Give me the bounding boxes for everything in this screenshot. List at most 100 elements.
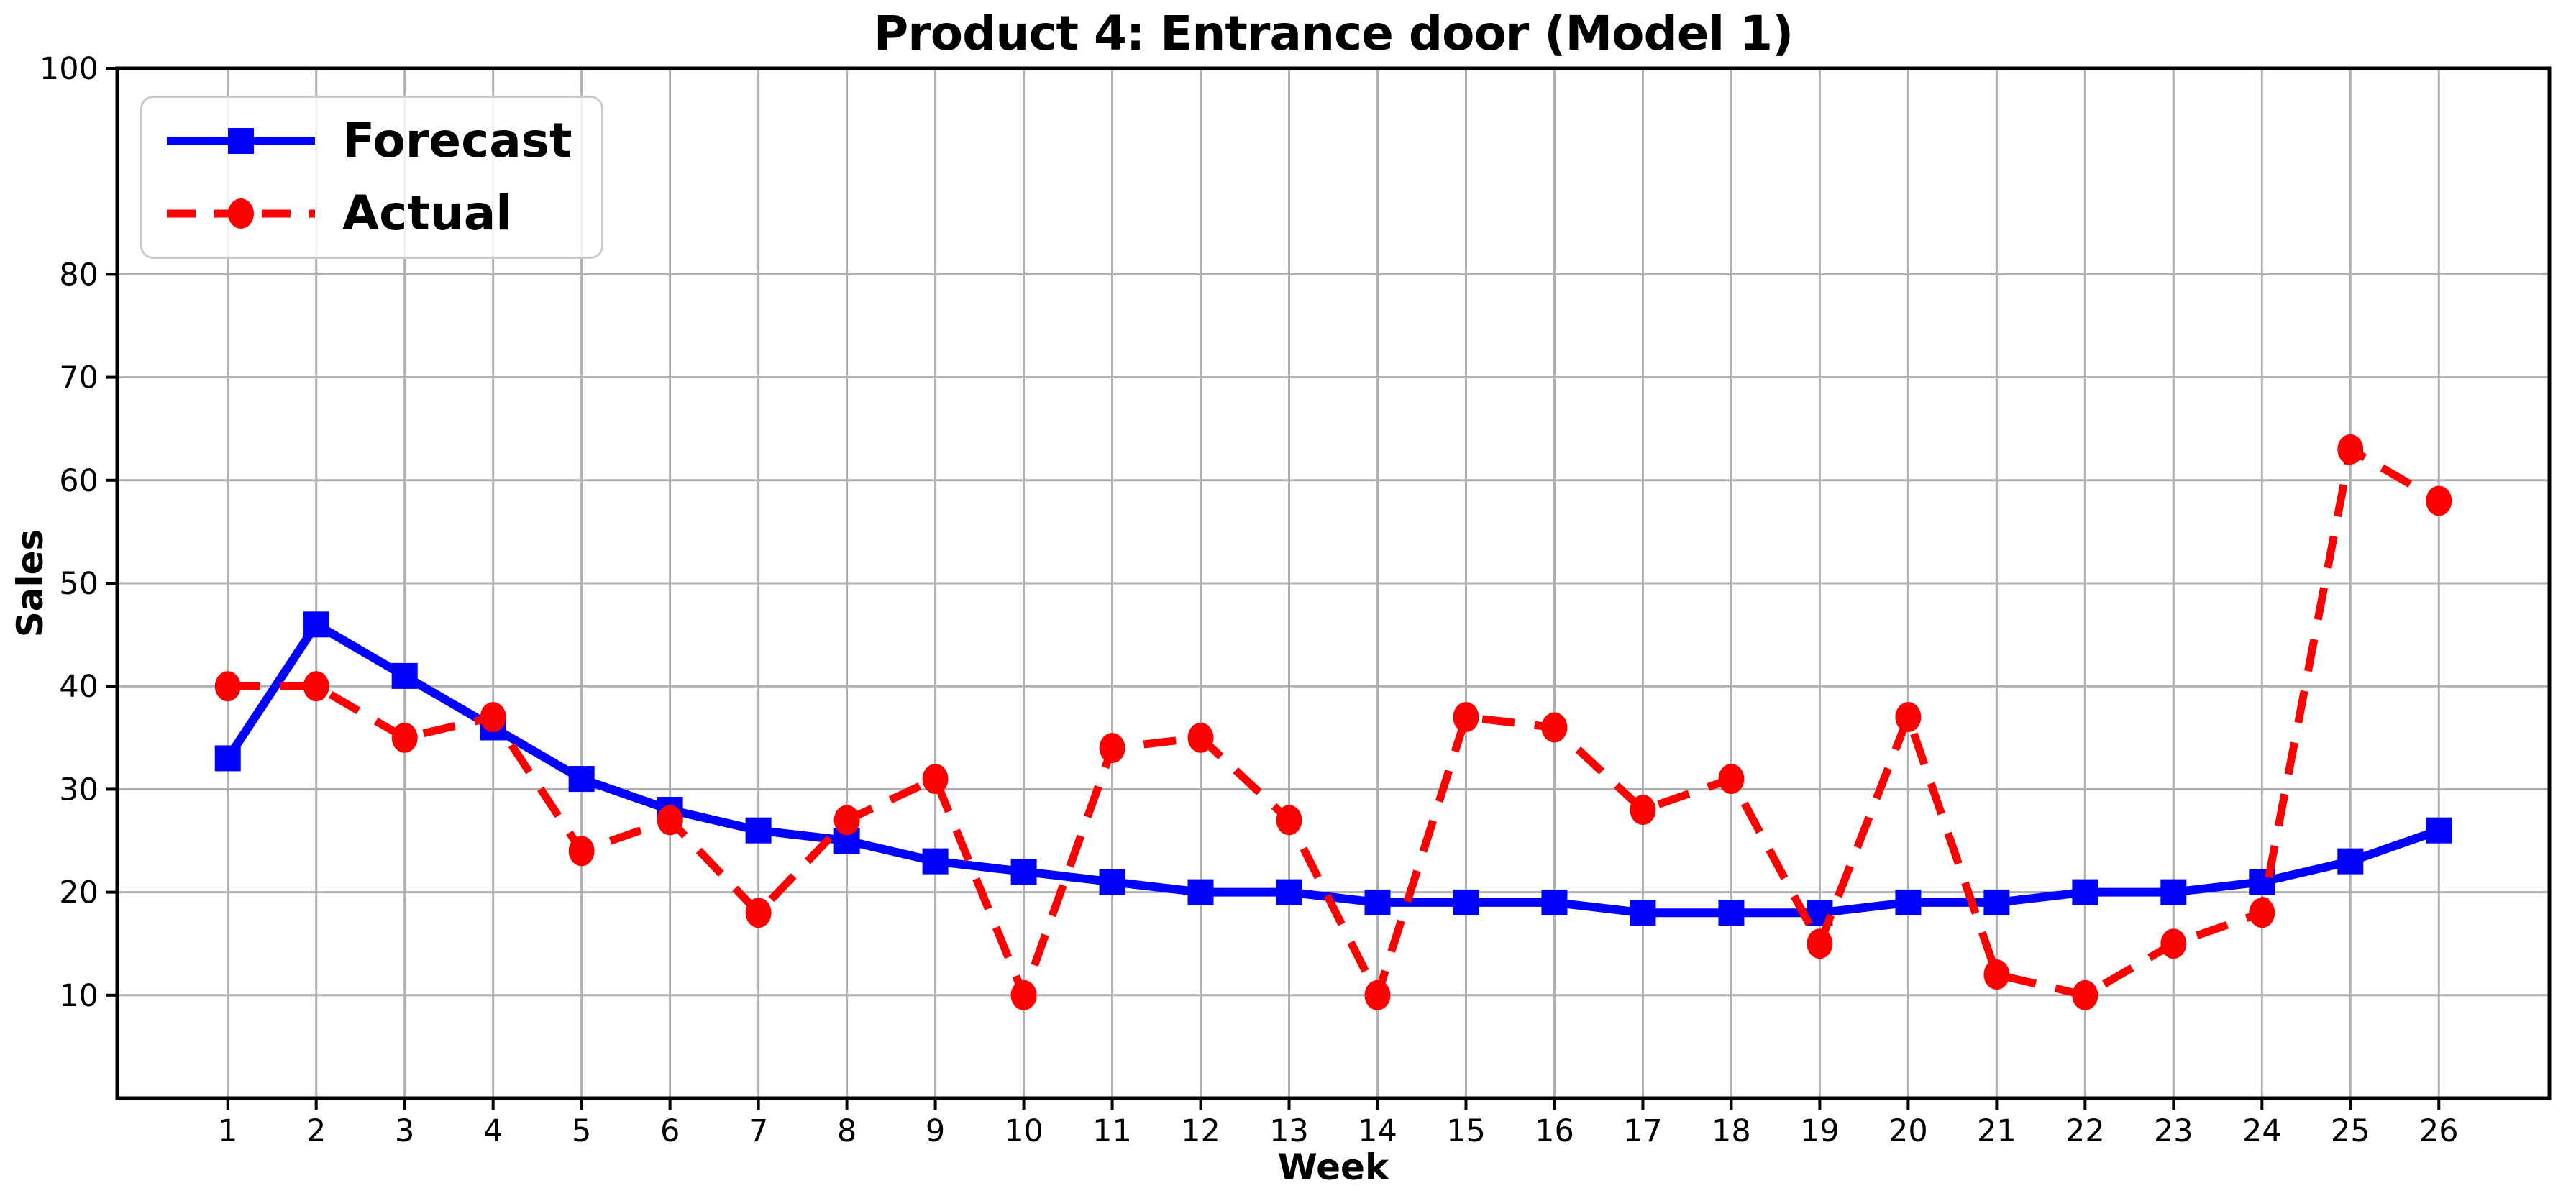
actual-data-point bbox=[922, 764, 949, 795]
y-tick-marks bbox=[106, 67, 117, 997]
actual-data-point bbox=[1807, 928, 1833, 959]
actual-data-point bbox=[1895, 702, 1922, 733]
x-tick-label: 1 bbox=[218, 1113, 237, 1149]
x-tick-label: 20 bbox=[1888, 1113, 1928, 1149]
forecast-data-point bbox=[2426, 817, 2452, 844]
y-axis-label: Sales bbox=[9, 529, 51, 638]
forecast-data-point bbox=[1718, 900, 1745, 926]
actual-data-point bbox=[1276, 805, 1302, 836]
x-tick-label: 10 bbox=[1004, 1113, 1043, 1149]
forecast-data-point bbox=[2160, 879, 2187, 905]
forecast-data-point bbox=[568, 766, 595, 793]
x-tick-label: 21 bbox=[1977, 1113, 2017, 1149]
actual-data-point bbox=[1630, 795, 1656, 826]
actual-data-point bbox=[1099, 733, 1125, 764]
legend: Forecast Actual bbox=[140, 96, 603, 260]
chart-title: Product 4: Entrance door (Model 1) bbox=[873, 6, 1794, 61]
forecast-data-point bbox=[1453, 889, 1479, 915]
forecast-data-point bbox=[1010, 858, 1037, 885]
y-tick-label: 80 bbox=[59, 257, 99, 293]
actual-data-point bbox=[2072, 979, 2098, 1010]
actual-data-point bbox=[214, 671, 241, 702]
legend-item-forecast: Forecast bbox=[165, 113, 572, 168]
forecast-markers bbox=[214, 611, 2452, 926]
actual-data-point bbox=[1983, 959, 2010, 990]
x-tick-label: 18 bbox=[1712, 1113, 1751, 1149]
actual-markers bbox=[214, 434, 2452, 1010]
x-tick-label: 9 bbox=[926, 1113, 945, 1149]
forecast-data-point bbox=[745, 817, 772, 844]
forecast-line bbox=[224, 620, 2441, 918]
x-tick-label: 2 bbox=[306, 1113, 326, 1149]
x-tick-label: 26 bbox=[2419, 1113, 2459, 1149]
forecast-data-point bbox=[2337, 848, 2364, 875]
forecast-data-point bbox=[1187, 879, 1214, 905]
x-tick-label: 11 bbox=[1092, 1113, 1132, 1149]
actual-data-point bbox=[2426, 485, 2452, 516]
legend-item-actual: Actual bbox=[165, 185, 572, 241]
x-tick-label: 13 bbox=[1269, 1113, 1309, 1149]
forecast-data-point bbox=[2072, 879, 2098, 905]
y-tick-label: 10 bbox=[59, 978, 99, 1014]
actual-data-point bbox=[2337, 434, 2364, 465]
forecast-data-point bbox=[1276, 879, 1302, 905]
actual-line bbox=[227, 445, 2442, 1000]
forecast-data-point bbox=[214, 745, 241, 772]
forecast-data-point bbox=[1541, 889, 1568, 915]
x-tick-label: 23 bbox=[2154, 1113, 2193, 1149]
actual-data-point bbox=[2160, 928, 2187, 959]
y-tick-label: 70 bbox=[59, 360, 99, 396]
x-tick-label: 5 bbox=[572, 1113, 591, 1149]
x-tick-label: 16 bbox=[1535, 1113, 1574, 1149]
actual-data-point bbox=[1541, 712, 1568, 743]
actual-data-point bbox=[657, 805, 683, 836]
actual-data-point bbox=[391, 722, 418, 753]
x-tick-label: 8 bbox=[837, 1113, 857, 1149]
y-tick-label: 60 bbox=[59, 463, 99, 499]
forecast-data-point bbox=[1364, 889, 1391, 915]
y-tick-label: 20 bbox=[59, 875, 99, 911]
x-tick-marks bbox=[226, 1098, 2441, 1110]
x-tick-label: 4 bbox=[483, 1113, 503, 1149]
y-tick-label: 30 bbox=[59, 772, 99, 808]
forecast-data-point bbox=[1895, 889, 1922, 915]
forecast-data-point bbox=[1983, 889, 2010, 915]
actual-data-point bbox=[480, 702, 506, 733]
actual-data-point bbox=[1453, 702, 1479, 733]
forecast-data-point bbox=[1099, 869, 1125, 895]
actual-data-point bbox=[1010, 979, 1037, 1010]
legend-label-actual: Actual bbox=[342, 185, 512, 241]
x-axis-label: Week bbox=[1277, 1146, 1389, 1188]
x-tick-label: 12 bbox=[1181, 1113, 1220, 1149]
actual-data-point bbox=[833, 805, 860, 836]
actual-data-point bbox=[1364, 979, 1391, 1010]
legend-label-forecast: Forecast bbox=[342, 113, 572, 168]
y-tick-label: 50 bbox=[59, 566, 99, 602]
actual-data-point bbox=[303, 671, 329, 702]
x-tick-labels: 1 2 3 4 5 6 7 8 9 10 11 12 13 14 15 16 17 18 19 20 21 22 23 24 2… bbox=[218, 1113, 2459, 1149]
x-tick-label: 25 bbox=[2331, 1113, 2370, 1149]
x-tick-label: 15 bbox=[1446, 1113, 1486, 1149]
y-tick-label: 100 bbox=[40, 51, 99, 87]
x-tick-label: 3 bbox=[395, 1113, 414, 1149]
y-gridlines bbox=[117, 67, 2549, 997]
actual-line-sample-icon bbox=[167, 198, 315, 229]
y-tick-label: 40 bbox=[59, 669, 99, 705]
x-tick-label: 22 bbox=[2065, 1113, 2105, 1149]
forecast-data-point bbox=[391, 662, 418, 689]
x-tick-label: 6 bbox=[660, 1113, 680, 1149]
y-tick-labels: 10 20 30 40 50 60 70 80 100 bbox=[40, 51, 99, 1014]
forecast-data-point bbox=[303, 611, 329, 638]
forecast-line-sample-icon bbox=[167, 128, 315, 155]
x-tick-label: 17 bbox=[1623, 1113, 1663, 1149]
forecast-data-point bbox=[922, 848, 949, 875]
actual-data-point bbox=[745, 898, 772, 928]
actual-data-point bbox=[1187, 722, 1214, 753]
x-tick-label: 19 bbox=[1800, 1113, 1840, 1149]
actual-data-point bbox=[1718, 764, 1745, 795]
forecast-data-point bbox=[1630, 900, 1656, 926]
actual-data-point bbox=[2249, 898, 2275, 928]
actual-data-point bbox=[568, 836, 595, 867]
